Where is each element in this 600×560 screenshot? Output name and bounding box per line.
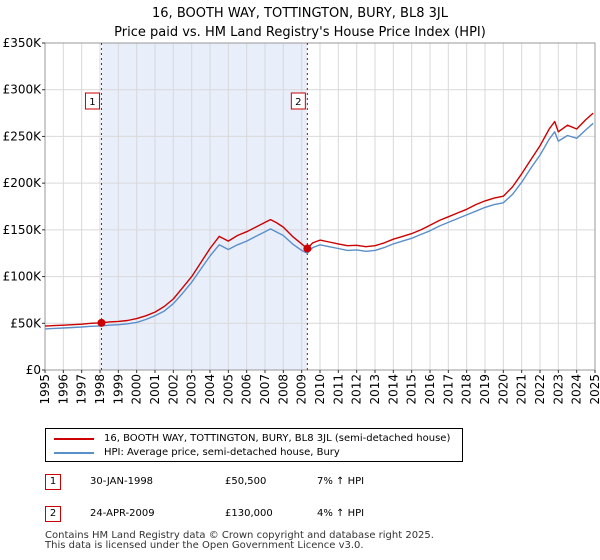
x-tick-label: 2018	[460, 374, 474, 405]
legend-swatch-property	[54, 438, 94, 440]
legend-swatch-hpi	[54, 452, 94, 454]
sale-points	[97, 244, 312, 327]
x-tick-label: 2025	[588, 374, 600, 405]
chart-title-block: 16, BOOTH WAY, TOTTINGTON, BURY, BL8 3JL…	[0, 4, 600, 42]
sale-price: £130,000	[225, 508, 273, 519]
annotation-box-frame	[290, 92, 306, 110]
x-axis-ticks: 1995 1996 1997 1998 1999 2000 2001 2002 2003 2004…	[38, 370, 600, 405]
x-tick-label: 2022	[533, 374, 547, 405]
x-tick-label: 2015	[405, 374, 419, 405]
x-tick-label: 2017	[441, 374, 455, 405]
y-tick-label: £350K	[3, 36, 43, 50]
sale-row-2: 2 24-APR-2009 £130,000 4% ↑ HPI	[45, 506, 445, 524]
sale-number-badge: 2	[45, 506, 61, 522]
annotation-box-frame	[84, 92, 100, 110]
ownership-shade	[101, 43, 308, 370]
x-tick-label: 1998	[93, 374, 107, 405]
y-tick-label: £300K	[3, 83, 43, 97]
legend-label-property: 16, BOOTH WAY, TOTTINGTON, BURY, BL8 3JL…	[104, 433, 451, 444]
sale-hpi-change: 7% ↑ HPI	[317, 476, 365, 487]
y-tick-label: £250K	[3, 129, 43, 143]
sale-point	[97, 318, 106, 327]
x-tick-label: 1996	[56, 374, 70, 405]
x-tick-label: 2002	[166, 374, 180, 405]
x-tick-label: 2020	[496, 374, 510, 405]
annotation-box: 1	[84, 92, 100, 110]
y-tick-label: £50K	[10, 316, 42, 330]
x-tick-label: 2023	[551, 374, 565, 405]
sale-point	[303, 244, 312, 253]
sale-hpi-change: 4% ↑ HPI	[317, 508, 365, 519]
x-tick-label: 2012	[350, 374, 364, 405]
x-tick-label: 2021	[515, 374, 529, 405]
price-chart: £0 £50K £100K £150K £200K £250K £300K £350K 199…	[3, 36, 600, 405]
sale-number-badge: 1	[45, 474, 61, 490]
x-tick-label: 2006	[240, 374, 254, 405]
series-lines	[44, 112, 594, 330]
sale-row-1: 1 30-JAN-1998 £50,500 7% ↑ HPI	[45, 474, 445, 492]
legend-item-hpi: HPI: Average price, semi-detached house,…	[54, 446, 454, 460]
hpi-line	[44, 122, 594, 330]
y-axis-ticks: £0 £50K £100K £150K £200K £250K £300K £350K	[3, 36, 45, 377]
x-tick-label: 1999	[111, 374, 125, 405]
footer: Contains HM Land Registry data © Crown c…	[45, 531, 434, 551]
y-tick-label: £0	[26, 363, 41, 377]
x-tick-label: 2016	[423, 374, 437, 405]
legend-label-hpi: HPI: Average price, semi-detached house,…	[104, 447, 340, 458]
annotation-label: 2	[295, 97, 301, 108]
sale-price: £50,500	[225, 476, 267, 487]
sale-date: 30-JAN-1998	[90, 476, 154, 487]
x-tick-label: 2004	[203, 374, 217, 405]
x-tick-label: 2019	[478, 374, 492, 405]
chart-title: 16, BOOTH WAY, TOTTINGTON, BURY, BL8 3JL	[152, 6, 448, 21]
x-tick-label: 2011	[331, 374, 345, 405]
x-tick-label: 2014	[386, 374, 400, 405]
property-price-line	[44, 112, 594, 327]
x-tick-label: 2009	[295, 374, 309, 405]
x-tick-label: 2003	[185, 374, 199, 405]
x-tick-label: 2005	[221, 374, 235, 405]
footer-licence: This data is licensed under the Open Gov…	[45, 540, 364, 551]
footer-copyright: Contains HM Land Registry data © Crown c…	[45, 530, 434, 541]
shaded-ownership-region	[101, 43, 308, 370]
y-tick-label: £100K	[3, 270, 43, 284]
x-tick-label: 2000	[130, 374, 144, 405]
x-tick-label: 2008	[276, 374, 290, 405]
x-tick-label: 2024	[570, 374, 584, 405]
x-tick-label: 2007	[258, 374, 272, 405]
y-tick-label: £150K	[3, 223, 43, 237]
annotation-label: 1	[89, 97, 95, 108]
x-tick-label: 2010	[313, 374, 327, 405]
sale-date: 24-APR-2009	[90, 508, 155, 519]
x-tick-label: 1997	[75, 374, 89, 405]
x-tick-label: 1995	[38, 374, 52, 405]
chart-subtitle: Price paid vs. HM Land Registry's House …	[114, 25, 486, 40]
annotation-box: 2	[290, 92, 306, 110]
y-tick-label: £200K	[3, 176, 43, 190]
x-tick-label: 2001	[148, 374, 162, 405]
legend: 16, BOOTH WAY, TOTTINGTON, BURY, BL8 3JL…	[45, 428, 463, 462]
legend-item-property: 16, BOOTH WAY, TOTTINGTON, BURY, BL8 3JL…	[54, 432, 454, 446]
x-tick-label: 2013	[368, 374, 382, 405]
